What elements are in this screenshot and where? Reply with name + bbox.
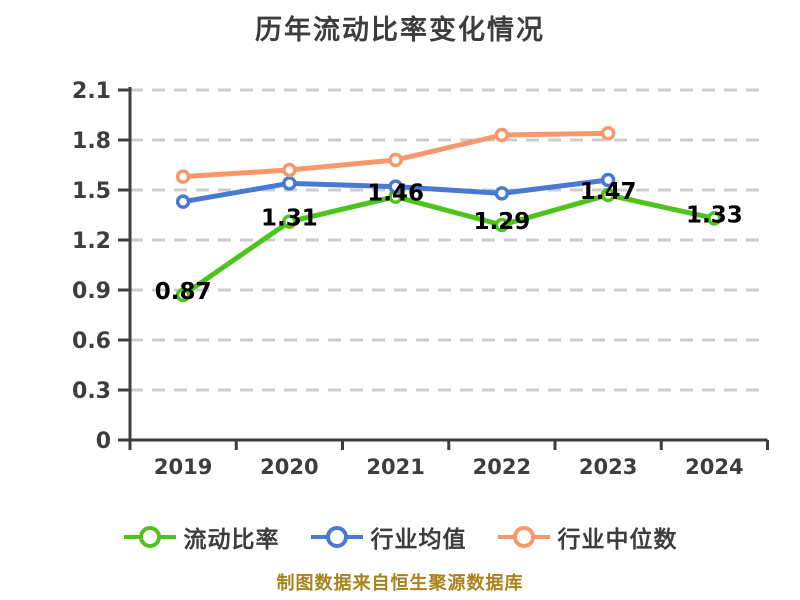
legend-label-industry-average: 行业均值	[370, 527, 467, 553]
x-axis-label: 2020	[260, 455, 318, 479]
data-point-label: 1.29	[474, 209, 531, 235]
industry-average-legend-marker-icon	[310, 526, 363, 548]
data-point-label: 1.47	[580, 179, 637, 205]
data-point-marker[interactable]	[282, 176, 297, 191]
data-point-marker[interactable]	[175, 287, 191, 303]
y-axis-label: 2.1	[72, 79, 111, 104]
legend: 流动比率 行业均值 行业中位数	[0, 515, 800, 559]
data-point-label: 1.33	[686, 202, 743, 228]
legend-label-current-ratio: 流动比率	[183, 527, 280, 553]
legend-label-industry-median: 行业中位数	[557, 527, 678, 553]
legend-item-industry-median[interactable]: 行业中位数	[497, 520, 678, 554]
x-axis-label: 2022	[473, 455, 531, 479]
data-point-marker[interactable]	[494, 186, 510, 201]
legend-item-industry-average[interactable]: 行业均值	[310, 520, 467, 554]
x-axis-label: 2019	[154, 455, 212, 479]
data-point-marker[interactable]	[388, 179, 403, 194]
y-axis-label: 1.5	[72, 179, 111, 204]
y-axis-label: 1.8	[72, 129, 111, 154]
series-line-0	[180, 192, 717, 298]
y-axis-label: 0.6	[72, 329, 111, 354]
data-point-label: 0.87	[155, 279, 212, 305]
data-point-marker[interactable]	[494, 127, 510, 143]
y-axis-label: 1.2	[72, 229, 111, 254]
data-point-marker[interactable]	[175, 169, 191, 184]
data-point-marker[interactable]	[494, 217, 510, 233]
data-point-marker[interactable]	[175, 194, 191, 209]
y-axis-label: 0.9	[72, 279, 111, 304]
legend-item-current-ratio[interactable]: 流动比率	[123, 520, 280, 554]
data-point-marker[interactable]	[282, 162, 297, 178]
data-point-marker[interactable]	[282, 214, 297, 229]
data-point-label: 1.31	[261, 206, 318, 232]
x-axis-label: 2023	[579, 455, 637, 479]
data-point-marker[interactable]	[600, 126, 616, 141]
data-point-marker[interactable]	[707, 211, 722, 226]
data-point-marker[interactable]	[600, 187, 616, 203]
data-point-marker[interactable]	[388, 152, 403, 168]
data-source-note: 制图数据来自恒生聚源数据库	[276, 573, 524, 594]
current-ratio-legend-marker-icon	[123, 526, 176, 548]
y-axis-label: 0	[96, 429, 111, 454]
y-axis-label: 0.3	[72, 379, 111, 404]
x-axis-label: 2021	[366, 455, 424, 479]
data-point-marker[interactable]	[600, 172, 616, 188]
data-point-label: 1.46	[367, 181, 424, 207]
industry-median-legend-marker-icon	[497, 526, 550, 548]
chart-title: 历年流动比率变化情况	[255, 15, 545, 46]
x-axis-label: 2024	[685, 455, 743, 479]
